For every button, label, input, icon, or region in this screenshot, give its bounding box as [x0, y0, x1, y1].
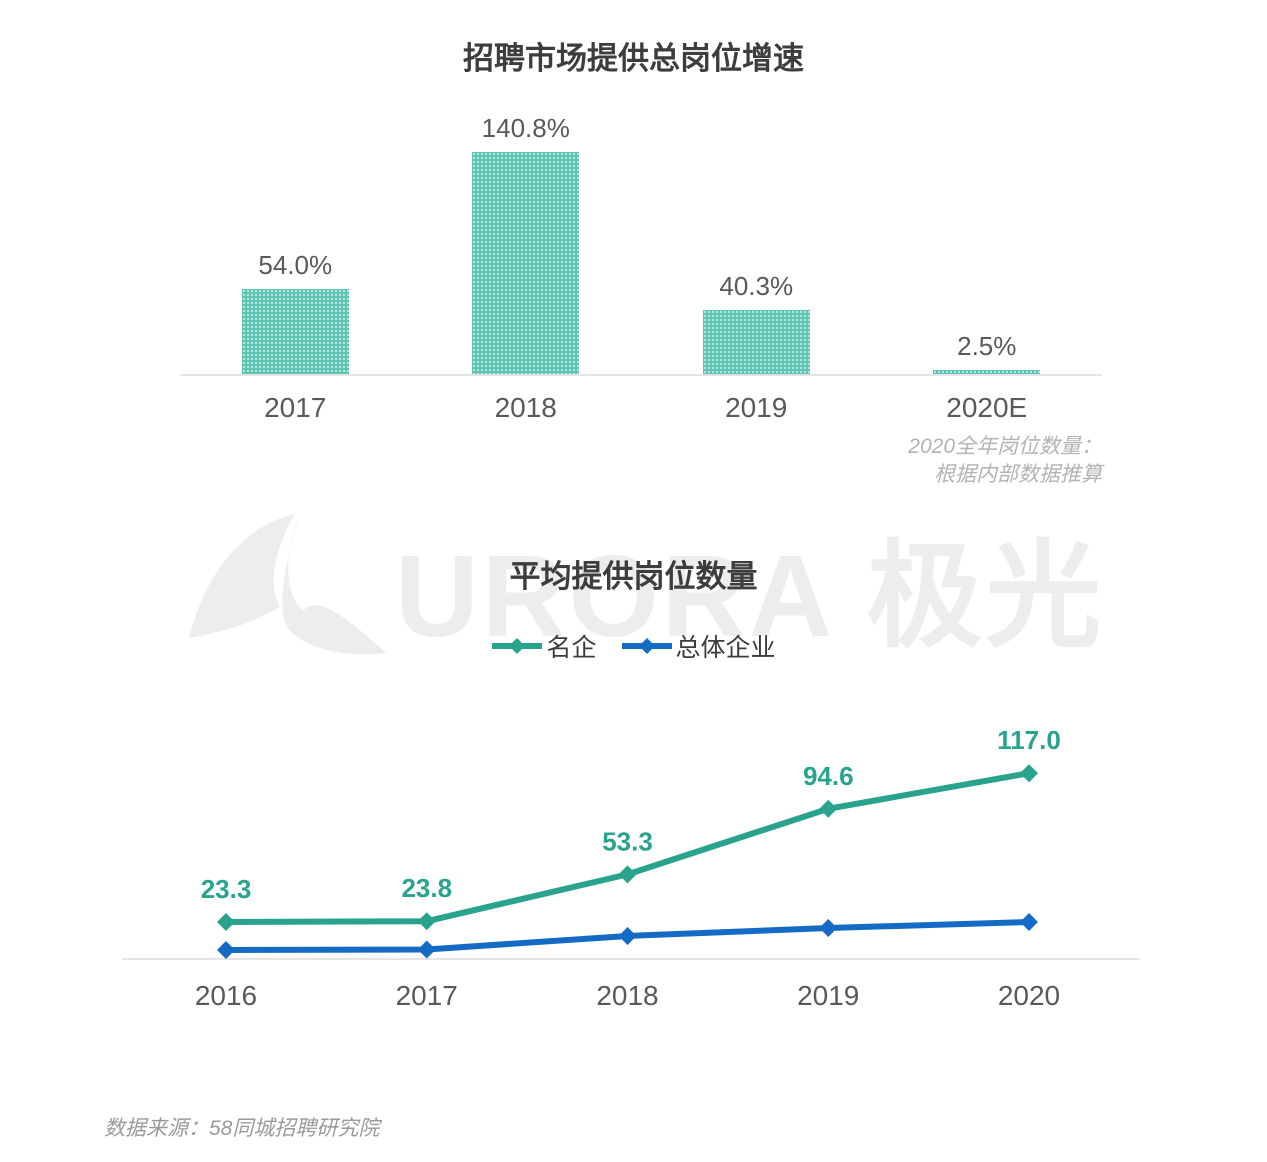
point-marker-series0-2020 — [1020, 764, 1038, 783]
bar-x-tick-2020E: 2020E — [946, 392, 1028, 423]
bar-2017 — [241, 289, 349, 374]
point-label-2017: 23.8 — [401, 873, 452, 903]
line-x-tick-2016: 2016 — [194, 980, 258, 1011]
point-marker-series0-2016 — [217, 912, 235, 931]
line-x-tick-2019: 2019 — [797, 980, 860, 1011]
annotation-line-2: 根据内部数据推算 — [934, 463, 1102, 486]
bar-x-tick-2019: 2019 — [725, 392, 788, 423]
line-chart-x-axis: 2016 2017 2018 2019 2020 — [122, 980, 1140, 1016]
point-marker-series1-2018 — [618, 926, 637, 945]
bar-value-label-2019: 40.3% — [719, 271, 794, 301]
line-x-tick-2017: 2017 — [395, 980, 458, 1011]
legend-item-0: 名企 — [491, 628, 597, 664]
bar-chart-x-axis: 2017 2018 2019 2020E — [180, 392, 1102, 428]
legend-item-1: 总体企业 — [621, 628, 776, 664]
line-chart-legend: 名企 总体企业 — [0, 628, 1267, 664]
bar-2019 — [702, 310, 810, 374]
point-label-2016: 23.3 — [201, 874, 252, 904]
line-x-tick-2018: 2018 — [596, 980, 659, 1011]
point-marker-series1-2020 — [1020, 912, 1038, 931]
legend-marker-icon-0 — [492, 638, 543, 654]
bar-chart-plot: 54.0% 140.8% 40.3% 2.5% — [180, 113, 1102, 376]
point-label-2019: 94.6 — [803, 761, 854, 791]
point-marker-series1-2016 — [217, 940, 235, 959]
bar-value-label-2018: 140.8% — [481, 113, 570, 143]
bar-2018 — [472, 152, 580, 374]
bar-chart-annotation: 2020全年岗位数量： 根据内部数据推算 — [908, 433, 1102, 489]
point-marker-series0-2018 — [618, 865, 637, 884]
point-marker-series0-2017 — [417, 912, 436, 931]
annotation-line-1: 2020全年岗位数量： — [908, 435, 1102, 458]
data-source-note: 数据来源：58同城招聘研究院 — [104, 1117, 380, 1140]
legend-marker-icon-1 — [621, 638, 672, 654]
point-marker-series1-2017 — [417, 940, 436, 959]
legend-label-0: 名企 — [546, 634, 597, 662]
bar-value-label-2020E: 2.5% — [957, 331, 1017, 361]
legend-label-1: 总体企业 — [675, 634, 776, 662]
bar-x-tick-2018: 2018 — [494, 392, 557, 423]
bar-x-tick-2017: 2017 — [264, 392, 327, 423]
point-marker-series1-2019 — [819, 919, 838, 938]
point-label-2018: 53.3 — [602, 826, 653, 856]
bar-2020E — [933, 370, 1041, 374]
point-marker-series0-2019 — [819, 799, 838, 818]
line-chart-plot: 23.3 23.8 53.3 94.6 117.0 — [122, 725, 1140, 960]
bar-value-label-2017: 54.0% — [258, 250, 333, 280]
line-chart-title: 平均提供岗位数量 — [509, 559, 758, 594]
point-label-2020: 117.0 — [997, 725, 1061, 755]
line-x-tick-2020: 2020 — [997, 980, 1061, 1011]
bar-chart-title: 招聘市场提供总岗位增速 — [463, 41, 804, 76]
